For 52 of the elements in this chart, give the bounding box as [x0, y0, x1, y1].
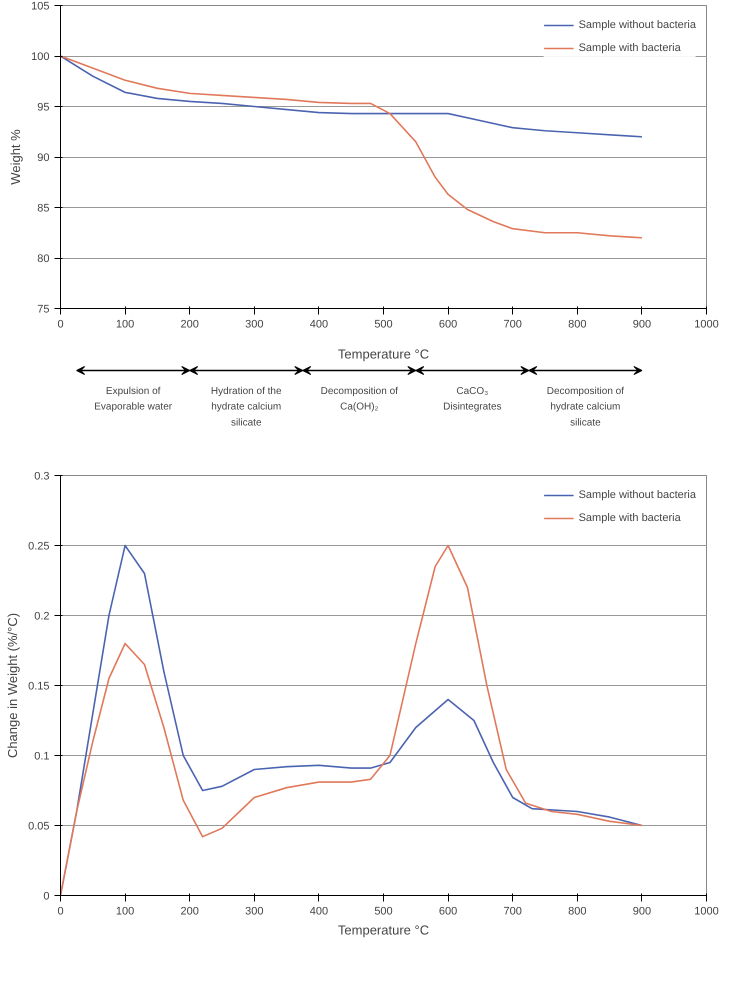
text: Expulsion of Evaporable water: [94, 386, 173, 413]
y-tick-label: 0.3: [34, 470, 50, 482]
x-tick-label: 400: [310, 906, 328, 918]
x-axis-title: Temperature °C: [338, 922, 430, 938]
x-tick-label: 1000: [694, 906, 719, 918]
text: CaCO₃ Disintegrates: [443, 386, 502, 413]
x-tick-label: 900: [632, 906, 652, 918]
x-tick-label: 0: [57, 906, 64, 918]
y-tick-label: 75: [37, 304, 50, 316]
x-tick-label: 500: [374, 318, 393, 330]
line-series: [60, 55, 643, 239]
x-tick-label: 700: [504, 906, 522, 918]
y-tick-label: 0.1: [34, 750, 50, 762]
legend-label: Sample without bacteria: [578, 489, 696, 501]
y-tick-label: 0.2: [34, 610, 50, 622]
y-tick-label: 100: [31, 51, 50, 63]
line-series: [60, 55, 643, 138]
x-tick-label: 600: [438, 906, 458, 918]
x-tick-label: 200: [180, 318, 199, 330]
legend-label: Sample with bacteria: [578, 42, 681, 54]
x-tick-label: 600: [438, 318, 458, 330]
y-tick-label: 80: [37, 253, 50, 265]
x-tick-label: 800: [568, 906, 586, 918]
y-tick-label: 85: [37, 202, 50, 214]
x-tick-label: 400: [310, 318, 328, 330]
line-series: [60, 544, 643, 896]
text: Decomposition of hydrate calcium silicate: [546, 386, 624, 428]
legend-label: Sample with bacteria: [578, 512, 681, 524]
x-tick-label: 100: [116, 906, 134, 918]
x-tick-label: 900: [632, 318, 652, 330]
y-tick-label: 0.25: [28, 540, 50, 552]
y-tick-label: 0.05: [28, 820, 50, 832]
x-axis-title: Temperature °C: [338, 346, 430, 362]
x-tick-label: 1000: [694, 318, 719, 330]
x-tick-label: 300: [245, 318, 264, 330]
y-axis-title: Change in Weight (%/°C): [5, 612, 20, 758]
y-tick-label: 105: [31, 0, 50, 12]
y-tick-label: 0: [43, 890, 50, 902]
x-tick-label: 300: [245, 906, 264, 918]
legend-label: Sample without bacteria: [578, 19, 696, 31]
x-tick-label: 200: [180, 906, 199, 918]
x-tick-label: 800: [568, 318, 586, 330]
y-tick-label: 0.15: [28, 680, 50, 692]
text: Decomposition of Ca(OH)₂: [320, 386, 398, 413]
x-tick-label: 700: [504, 318, 522, 330]
text: Hydration of the hydrate calcium silicate: [210, 386, 282, 428]
x-tick-label: 0: [57, 318, 64, 330]
y-tick-label: 95: [37, 102, 50, 114]
x-tick-label: 100: [116, 318, 134, 330]
y-tick-label: 90: [37, 152, 50, 164]
y-axis-title: Weight %: [8, 128, 24, 185]
x-tick-label: 500: [374, 906, 393, 918]
